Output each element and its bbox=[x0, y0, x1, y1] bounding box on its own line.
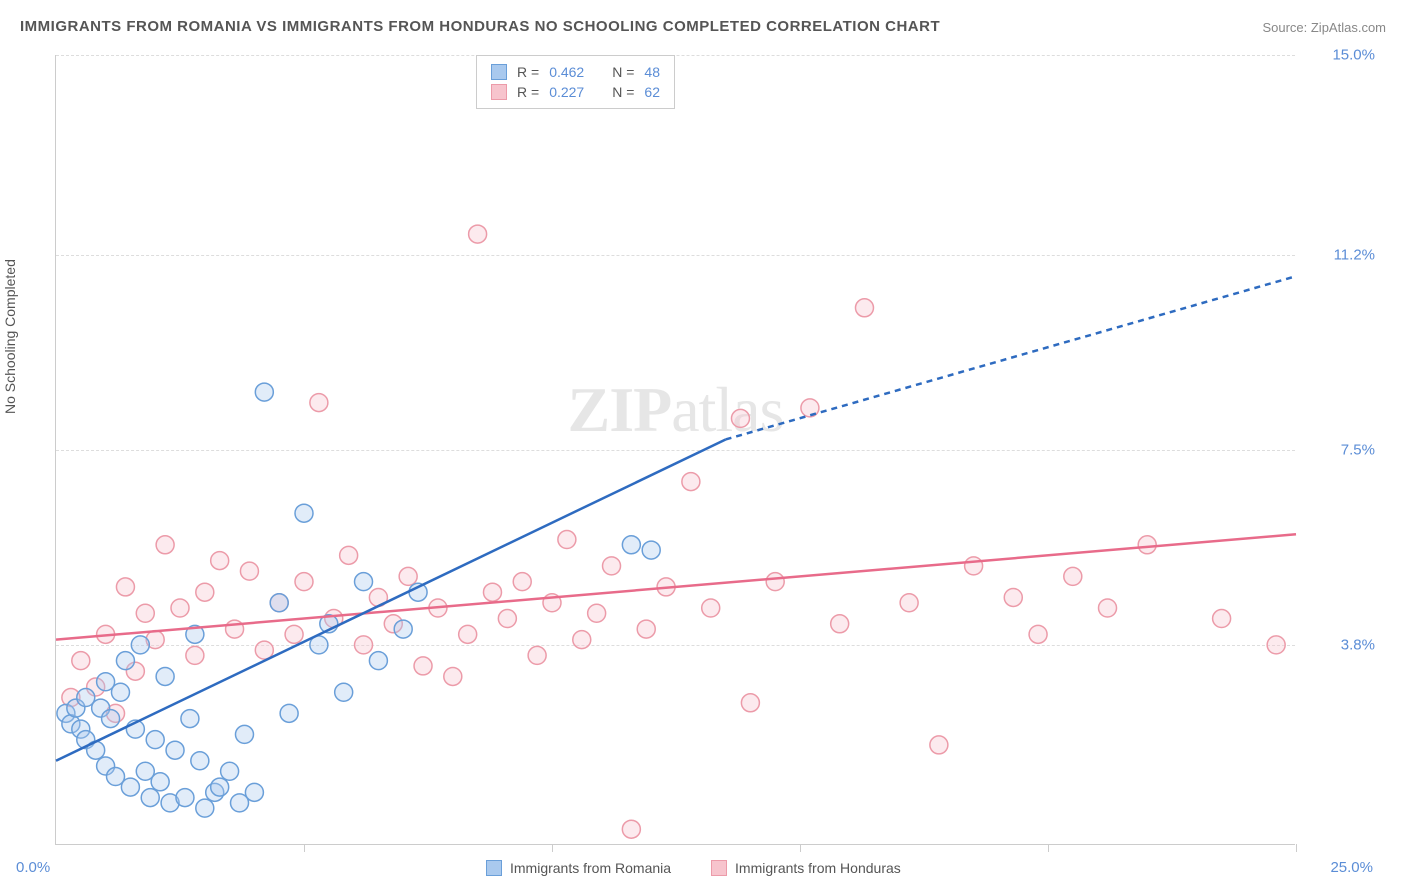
swatch-honduras-icon bbox=[711, 860, 727, 876]
r-label: R = bbox=[517, 84, 539, 100]
n-label: N = bbox=[612, 84, 634, 100]
swatch-honduras-icon bbox=[491, 84, 507, 100]
legend-row-romania: R = 0.462 N = 48 bbox=[491, 62, 660, 82]
n-value-honduras: 62 bbox=[644, 84, 660, 100]
x-tick-right: 25.0% bbox=[1330, 859, 1373, 876]
r-value-honduras: 0.227 bbox=[549, 84, 584, 100]
r-value-romania: 0.462 bbox=[549, 64, 584, 80]
chart-title: IMMIGRANTS FROM ROMANIA VS IMMIGRANTS FR… bbox=[20, 18, 940, 35]
series-label-honduras: Immigrants from Honduras bbox=[735, 860, 901, 876]
y-tick-label: 11.2% bbox=[1334, 247, 1375, 264]
legend-correlation: R = 0.462 N = 48 R = 0.227 N = 62 bbox=[476, 55, 675, 109]
y-tick-label: 3.8% bbox=[1341, 636, 1375, 653]
y-axis-label: No Schooling Completed bbox=[2, 259, 18, 414]
swatch-romania-icon bbox=[491, 64, 507, 80]
plot-area: ZIPatlas 3.8%7.5%11.2%15.0% R = 0.462 N … bbox=[55, 55, 1295, 845]
legend-series: Immigrants from Romania Immigrants from … bbox=[486, 860, 901, 876]
series-label-romania: Immigrants from Romania bbox=[510, 860, 671, 876]
y-tick-label: 7.5% bbox=[1341, 442, 1375, 459]
legend-item-romania: Immigrants from Romania bbox=[486, 860, 671, 876]
swatch-romania-icon bbox=[486, 860, 502, 876]
legend-row-honduras: R = 0.227 N = 62 bbox=[491, 82, 660, 102]
r-label: R = bbox=[517, 64, 539, 80]
scatter-svg bbox=[56, 55, 1295, 844]
source-attribution: Source: ZipAtlas.com bbox=[1262, 20, 1386, 35]
legend-item-honduras: Immigrants from Honduras bbox=[711, 860, 901, 876]
n-label: N = bbox=[612, 64, 634, 80]
x-tick-left: 0.0% bbox=[16, 859, 50, 876]
n-value-romania: 48 bbox=[644, 64, 660, 80]
y-tick-label: 15.0% bbox=[1332, 47, 1375, 64]
